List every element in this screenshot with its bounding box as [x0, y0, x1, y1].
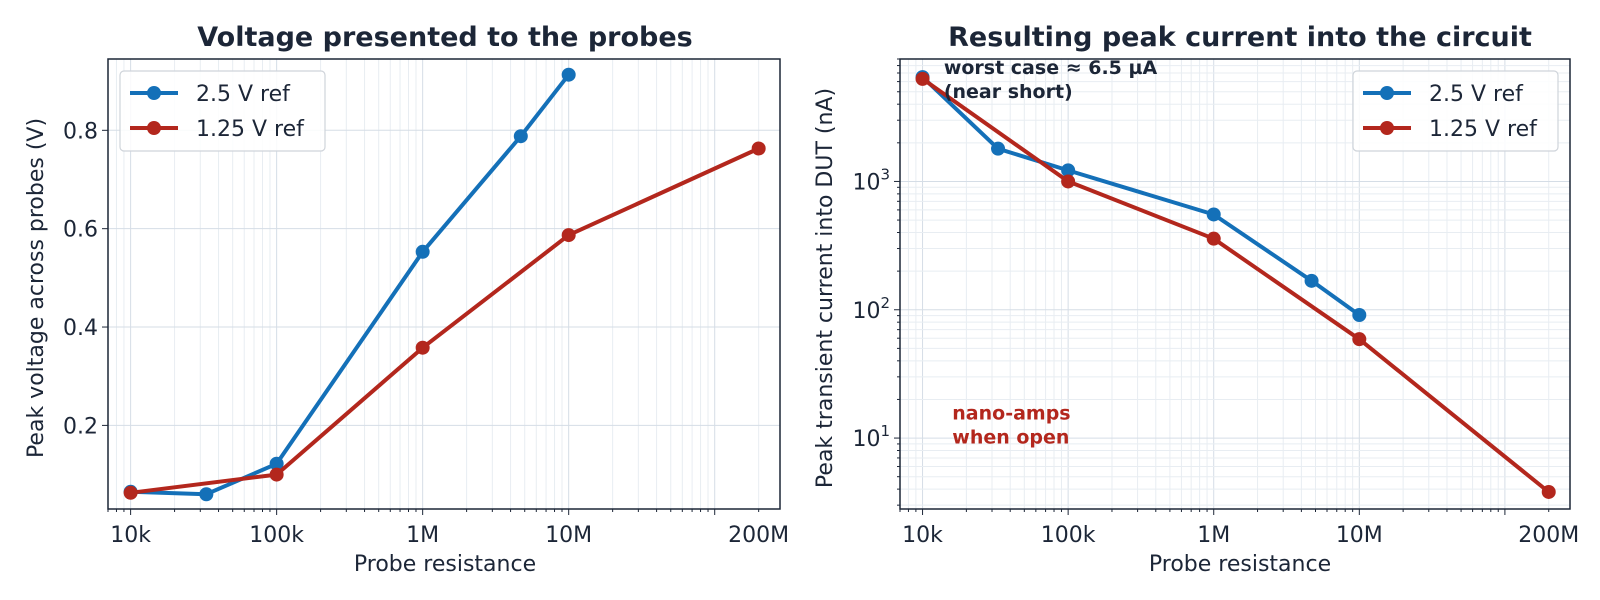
current-chart-ylabel: Peak transient current into DUT (nA) — [813, 88, 838, 488]
data-point — [1206, 207, 1221, 222]
y-tick-label: 0.4 — [63, 316, 98, 341]
x-tick-label: 1M — [1197, 523, 1230, 548]
data-point — [1304, 273, 1319, 288]
data-point — [269, 467, 284, 482]
legend-label: 1.25 V ref — [196, 117, 305, 142]
voltage-chart-ylabel: Peak voltage across probes (V) — [24, 118, 49, 458]
x-tick-label: 10k — [110, 523, 151, 548]
x-tick-label: 10M — [545, 523, 592, 548]
data-point — [513, 129, 528, 144]
data-point — [915, 71, 930, 86]
voltage-chart-ticks: 10k 100k 1M 10M 200M 0.2 0.4 0.6 0.8 — [63, 119, 789, 548]
y-tick-label: 0.6 — [63, 218, 98, 243]
legend-label: 2.5 V ref — [1429, 82, 1524, 107]
legend-marker — [1380, 86, 1394, 100]
x-tick-label: 100k — [249, 523, 304, 548]
x-tick-label: 200M — [1518, 523, 1579, 548]
data-point — [1061, 163, 1076, 178]
data-point — [1541, 484, 1556, 499]
legend-marker — [1380, 121, 1394, 135]
current-chart: Resulting peak current into the circuit … — [813, 22, 1579, 577]
y-tick-label: 0.2 — [63, 414, 98, 439]
current-chart-series — [915, 70, 1556, 499]
data-point — [561, 67, 576, 82]
data-point — [269, 456, 284, 471]
data-point — [415, 244, 430, 259]
legend-marker — [147, 86, 161, 100]
data-point — [199, 487, 214, 502]
y-tick-label: 0.8 — [63, 119, 98, 144]
y-tick-label: 103 — [852, 165, 890, 195]
data-point — [1061, 174, 1076, 189]
voltage-chart-series — [123, 67, 766, 502]
legend-label: 2.5 V ref — [196, 82, 291, 107]
voltage-chart-plot-frame — [107, 58, 781, 510]
data-point — [751, 141, 766, 156]
voltage-chart-legend: 2.5 V ref 1.25 V ref — [119, 70, 326, 152]
series-line — [130, 73, 571, 497]
y-tick-label: 101 — [852, 422, 890, 452]
y-tick-label: 102 — [852, 294, 890, 324]
x-tick-label: 10k — [902, 523, 943, 548]
current-chart-plot-frame — [899, 58, 1571, 510]
series-line — [921, 75, 1361, 317]
current-chart-xlabel: Probe resistance — [1149, 552, 1331, 577]
voltage-chart-xlabel: Probe resistance — [354, 552, 536, 577]
data-point — [561, 228, 576, 243]
current-chart-legend: 2.5 V ref 1.25 V ref — [1352, 70, 1559, 152]
data-point — [1352, 332, 1367, 347]
data-point — [123, 485, 138, 500]
x-tick-label: 1M — [406, 523, 439, 548]
legend-marker — [147, 121, 161, 135]
data-point — [1352, 308, 1367, 323]
legend-label: 1.25 V ref — [1429, 117, 1538, 142]
voltage-chart: Voltage presented to the probes Probe re… — [24, 22, 789, 577]
x-tick-label: 100k — [1041, 523, 1096, 548]
annotation-text: nano-amps when open — [952, 402, 1070, 448]
current-chart-title: Resulting peak current into the circuit — [948, 22, 1532, 53]
annotation-text: worst case ≈ 6.5 µA (near short) — [944, 57, 1158, 103]
current-chart-ticks: 10k 100k 1M 10M 200M 101 102 103 — [852, 58, 1579, 548]
data-point — [1206, 231, 1221, 246]
current-chart-annotations: worst case ≈ 6.5 µA (near short) nano-amps… — [944, 57, 1158, 449]
voltage-chart-title: Voltage presented to the probes — [197, 22, 693, 53]
data-point — [415, 340, 430, 355]
x-tick-label: 200M — [728, 523, 789, 548]
data-point — [991, 141, 1006, 156]
x-tick-label: 10M — [1336, 523, 1383, 548]
series-line — [130, 146, 760, 495]
